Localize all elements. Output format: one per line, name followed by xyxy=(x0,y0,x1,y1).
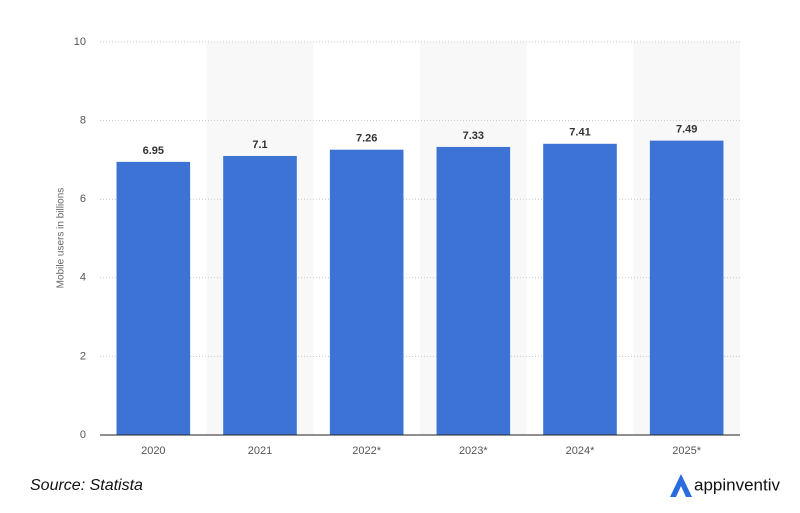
bar xyxy=(436,146,511,435)
y-tick-label: 0 xyxy=(80,429,86,441)
x-tick-label: 2025* xyxy=(672,445,701,457)
value-label: 6.95 xyxy=(143,145,164,157)
value-label: 7.41 xyxy=(569,127,590,139)
x-tick-label: 2024* xyxy=(566,445,595,457)
x-tick-label: 2021 xyxy=(248,445,272,457)
y-axis-label: Mobile users in billions xyxy=(56,188,67,289)
value-label: 7.1 xyxy=(252,139,267,151)
x-tick-label: 2022* xyxy=(352,445,381,457)
logo-icon xyxy=(670,474,692,497)
bar xyxy=(223,155,297,435)
value-label: 7.33 xyxy=(463,130,484,142)
brand-name: appinventiv xyxy=(694,475,781,494)
brand-logo: appinventiv xyxy=(670,474,781,497)
bar xyxy=(329,149,404,435)
source: Source: Statista xyxy=(30,477,143,494)
y-tick-label: 4 xyxy=(80,272,86,284)
x-tick-label: 2023* xyxy=(459,445,488,457)
bar xyxy=(116,161,191,436)
bar xyxy=(649,140,724,435)
value-label: 7.26 xyxy=(356,133,377,145)
y-tick-label: 6 xyxy=(80,193,86,205)
y-tick-label: 8 xyxy=(80,115,86,127)
y-tick-label: 10 xyxy=(74,36,86,48)
y-tick-label: 2 xyxy=(80,350,86,362)
x-tick-label: 2020 xyxy=(141,445,165,457)
value-label: 7.49 xyxy=(676,124,697,136)
bar xyxy=(543,143,617,436)
plot-area: 0 2 4 6 8 10 2020 6.95 2021 7.1 2022* 7.26 2023* 7.33… xyxy=(74,36,740,457)
